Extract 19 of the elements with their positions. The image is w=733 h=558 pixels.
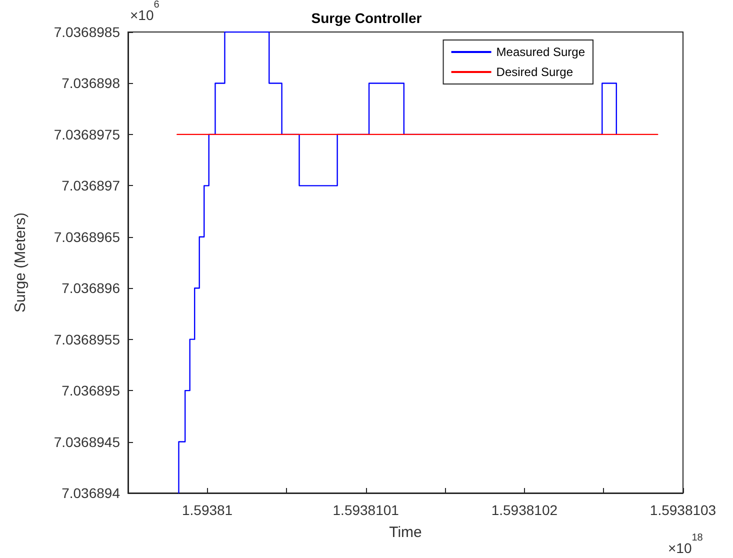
x-tick-label: 1.5938102 (491, 502, 558, 518)
y-tick-label: 7.036897 (62, 178, 120, 194)
legend-label: Desired Surge (496, 65, 574, 79)
y-tick-label: 7.036896 (62, 280, 120, 296)
y-tick-label: 7.0368965 (54, 228, 120, 245)
chart-title: Surge Controller (311, 10, 422, 26)
x-axis-title: Time (389, 524, 422, 541)
y-tick-label: 7.036898 (62, 75, 120, 92)
y-tick-label: 7.036894 (62, 485, 120, 501)
y-tick-label: 7.0368955 (54, 331, 120, 348)
y-axis-title: Surge (Meters) (12, 212, 29, 313)
y-tick-label: 7.036895 (62, 382, 120, 399)
y-tick-label: 7.0368975 (54, 126, 120, 142)
y-tick-label: 7.0368985 (54, 24, 120, 40)
legend-label: Measured Surge (496, 45, 586, 59)
x-tick-label: 1.59381 (182, 502, 233, 518)
x-tick-label: 1.5938103 (650, 502, 716, 518)
x-tick-label: 1.5938101 (332, 502, 400, 518)
y-tick-label: 7.0368945 (54, 434, 120, 450)
